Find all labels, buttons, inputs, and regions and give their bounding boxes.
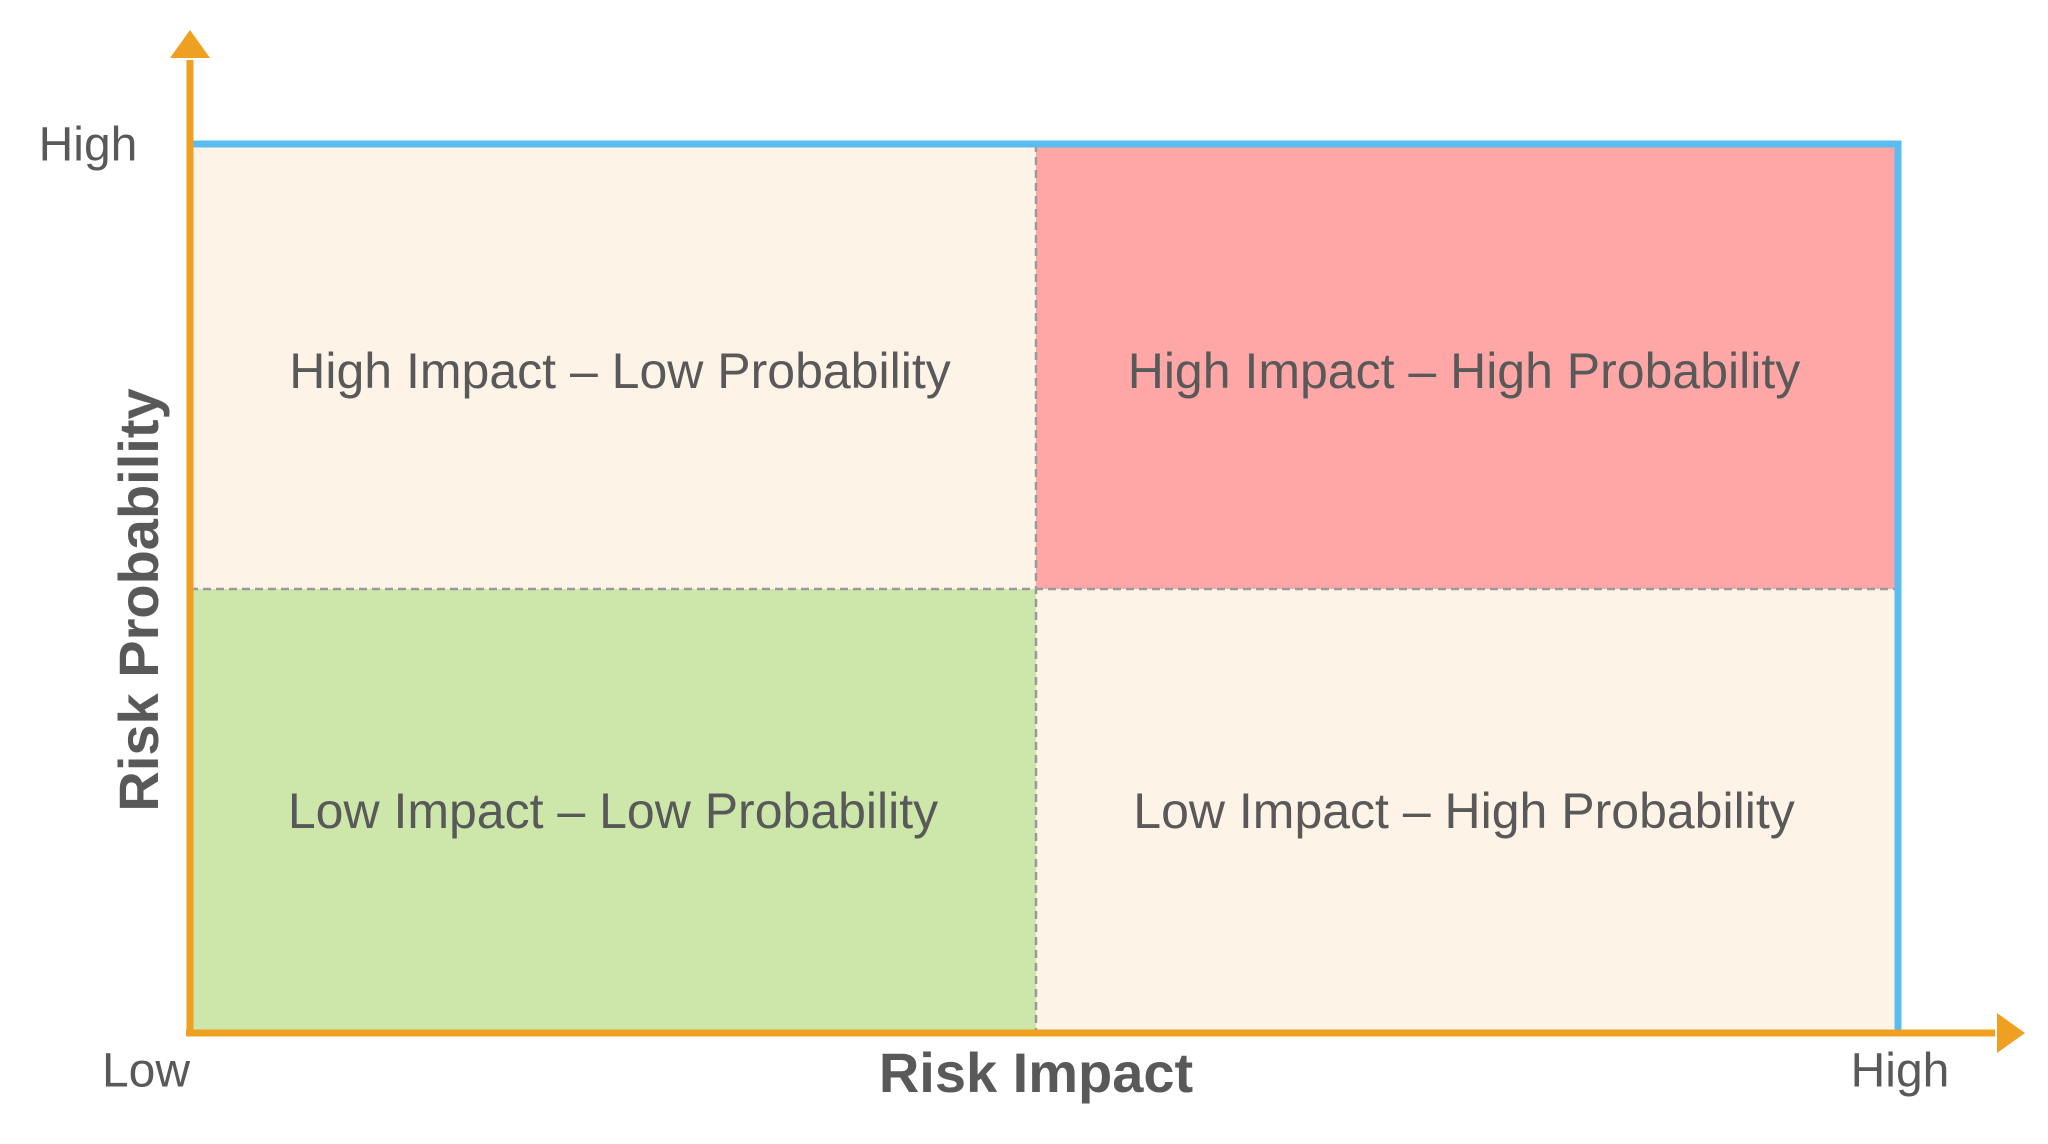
- matrix-border: [190, 140, 1902, 1033]
- quadrant-label: Low Impact – Low Probability: [288, 783, 938, 839]
- y-high-label: High: [39, 119, 138, 172]
- x-axis-title: Risk Impact: [879, 1041, 1193, 1104]
- quadrant-label: Low Impact – High Probability: [1133, 783, 1794, 839]
- quadrant-label: High Impact – High Probability: [1128, 343, 1801, 399]
- quadrant-label: High Impact – Low Probability: [289, 343, 950, 399]
- x-high-label: High: [1851, 1045, 1950, 1098]
- quadrant-bottom-right: [1036, 589, 1898, 1033]
- x-axis-arrow: [1997, 1013, 2025, 1053]
- quadrant-bottom-left: [190, 589, 1036, 1033]
- quadrant-top-right: [1036, 144, 1898, 589]
- quadrant-top-left: [190, 144, 1036, 589]
- y-axis-title: Risk Probability: [107, 388, 170, 811]
- x-low-label: Low: [102, 1045, 190, 1098]
- y-axis-arrow: [170, 30, 210, 58]
